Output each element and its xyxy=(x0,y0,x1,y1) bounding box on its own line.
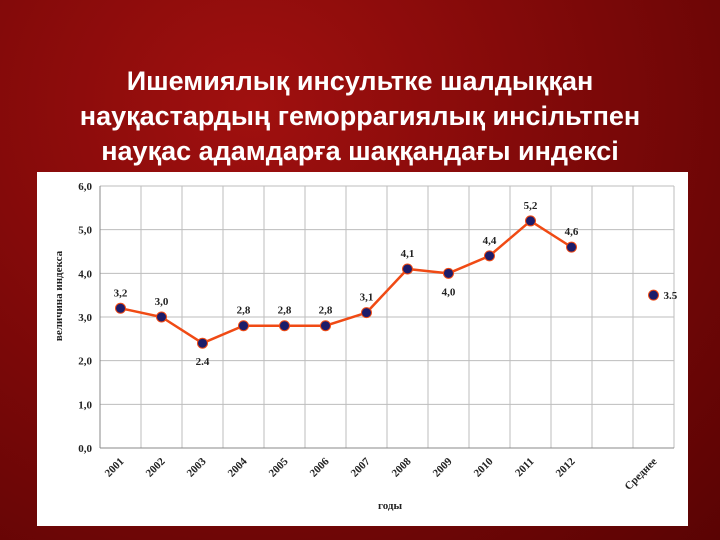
data-point xyxy=(238,320,249,332)
data-label: 2.4 xyxy=(196,356,210,368)
data-label: 4,4 xyxy=(483,235,497,247)
data-point xyxy=(525,215,536,227)
data-point xyxy=(279,320,290,332)
data-point xyxy=(197,337,208,349)
data-point xyxy=(156,311,167,323)
data-point xyxy=(648,289,659,301)
title-line: науқастардың геморрагиялық инсільтпен xyxy=(79,101,641,131)
data-point xyxy=(484,250,495,262)
title-line: науқас адамдарға шаққандағы индексі xyxy=(101,136,619,166)
data-label: 4,1 xyxy=(401,248,415,260)
series-line xyxy=(120,219,573,345)
data-label: 3,0 xyxy=(155,296,169,308)
data-label: 2,8 xyxy=(278,305,292,317)
data-point xyxy=(115,302,126,314)
data-point xyxy=(320,320,331,332)
slide-title: Ишемиялық инсультке шалдыққан науқастард… xyxy=(0,64,720,169)
data-label: 2,8 xyxy=(237,305,251,317)
data-label: 3,1 xyxy=(360,292,374,304)
data-label: 4,6 xyxy=(565,226,579,238)
title-line: Ишемиялық инсультке шалдыққан xyxy=(126,66,594,96)
data-label: 4,0 xyxy=(442,286,456,298)
y-axis-label: величина индекса xyxy=(53,250,65,341)
data-label: 3.5 xyxy=(664,290,678,302)
data-point xyxy=(361,307,372,319)
data-label: 5,2 xyxy=(524,200,538,212)
data-label: 2,8 xyxy=(319,305,333,317)
data-point xyxy=(566,241,577,253)
data-point xyxy=(443,267,454,279)
x-axis-label: годы xyxy=(378,500,402,512)
y-tick-label: 2,0 xyxy=(78,356,92,368)
y-tick-label: 1,0 xyxy=(78,399,92,411)
y-tick-label: 6,0 xyxy=(78,181,92,193)
data-label: 3,2 xyxy=(114,287,128,299)
y-tick-label: 0,0 xyxy=(78,443,92,455)
y-tick-label: 4,0 xyxy=(78,268,92,280)
data-point xyxy=(402,263,413,275)
y-tick-label: 5,0 xyxy=(78,225,92,237)
y-tick-label: 3,0 xyxy=(78,312,92,324)
chart-background xyxy=(37,172,688,526)
